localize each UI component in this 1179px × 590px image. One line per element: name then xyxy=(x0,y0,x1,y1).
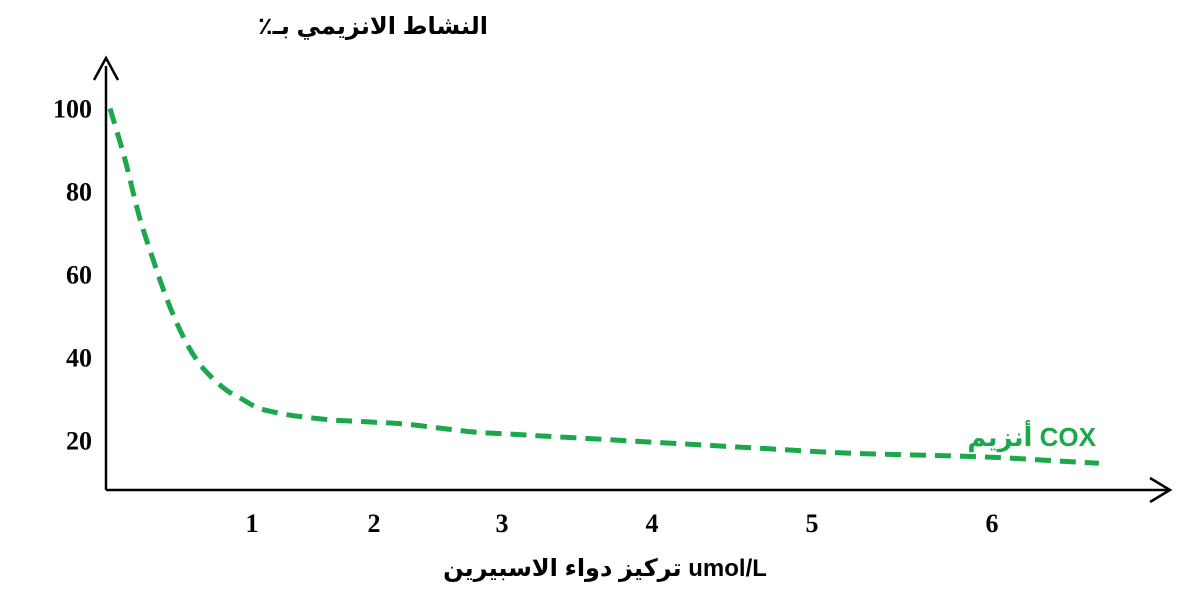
y-tick-label: 20 xyxy=(66,427,92,456)
x-tick-label: 1 xyxy=(246,509,259,538)
x-tick-label: 6 xyxy=(986,509,999,538)
x-tick-label: 5 xyxy=(806,509,819,538)
x-tick-label: 2 xyxy=(368,509,381,538)
x-tick-labels: 1 2 3 4 5 6 xyxy=(246,509,999,538)
series-line-cox xyxy=(107,107,1100,466)
y-axis-title: النشاط الانزيمي بـ٪ xyxy=(258,13,488,40)
y-axis-arrow xyxy=(92,55,120,81)
series-label-cox: أنزيم COX xyxy=(967,420,1096,453)
y-tick-label: 80 xyxy=(66,178,92,207)
x-tick-label: 4 xyxy=(646,509,659,538)
x-axis-title: تركيز دواء الاسبيرين umol/L xyxy=(443,555,767,582)
x-axis-arrow xyxy=(1149,476,1173,504)
y-tick-label: 40 xyxy=(66,344,92,373)
x-tick-label: 3 xyxy=(496,509,509,538)
y-tick-labels: 20 40 60 80 100 xyxy=(53,95,92,456)
y-tick-label: 100 xyxy=(53,95,92,124)
y-tick-label: 60 xyxy=(66,261,92,290)
